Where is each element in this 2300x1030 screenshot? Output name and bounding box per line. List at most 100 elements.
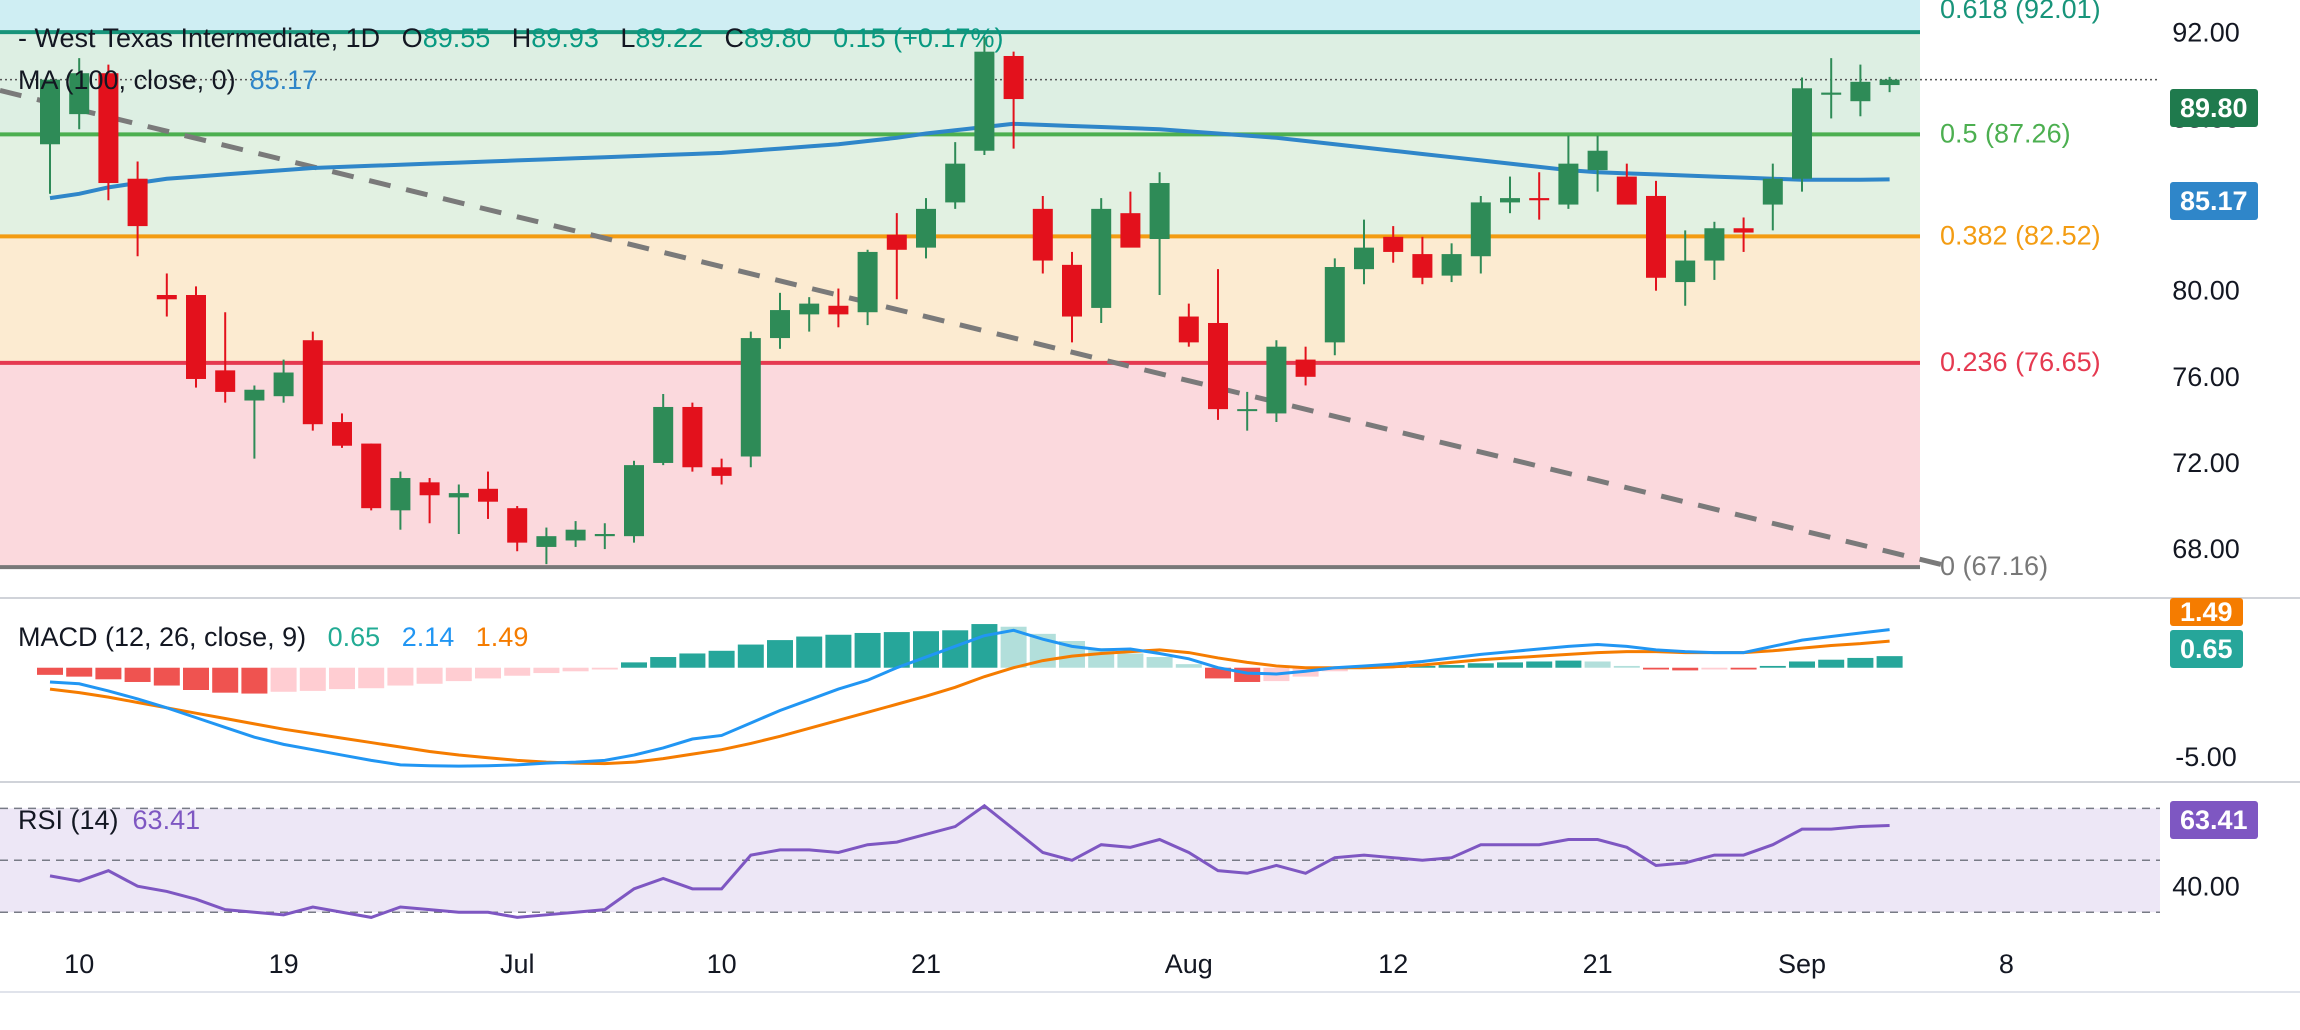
macd-histogram-bar [1818, 659, 1845, 668]
macd-histogram-bar [1613, 665, 1640, 668]
date-tick-label: 21 [1583, 949, 1613, 979]
macd-signal-legend-value: 1.49 [475, 622, 529, 652]
macd-histogram-bar [796, 636, 823, 668]
date-tick-label: 8 [1999, 949, 2014, 979]
ma-legend: MA (100, close, 0) 85.17 [18, 64, 317, 96]
candle-body [244, 389, 265, 401]
macd-hist-legend-value: 0.65 [327, 622, 381, 652]
ma-label[interactable]: MA (100, close, 0) [18, 65, 236, 95]
macd-tick-label: -5.00 [2175, 742, 2237, 772]
candle-body [98, 73, 119, 184]
candle-body [916, 208, 936, 248]
candle-body [1324, 267, 1345, 343]
candle [1003, 51, 1024, 149]
candle [69, 58, 90, 130]
candle-body [1003, 55, 1024, 100]
symbol-title[interactable]: - West Texas Intermediate, 1D [18, 23, 381, 53]
macd-hist-tag: 0.65 [2170, 630, 2243, 668]
macd-histogram-bar [1175, 664, 1202, 668]
candle-body [770, 310, 790, 339]
candle [1091, 198, 1112, 323]
candle [740, 331, 761, 468]
candle-body [1675, 260, 1696, 283]
macd-histogram-bar [212, 667, 239, 693]
candle-body [886, 234, 907, 250]
candle [244, 385, 265, 459]
date-tick-label: 12 [1378, 949, 1408, 979]
candle-body [1704, 228, 1725, 261]
rsi-tag: 63.41 [2170, 801, 2258, 839]
candle [302, 331, 323, 431]
price-pane-background [0, 0, 2160, 568]
candle-body [711, 467, 732, 476]
candle-body [682, 406, 703, 468]
high-label: H [511, 23, 532, 53]
candle [974, 36, 995, 156]
ohlc-legend: - West Texas Intermediate, 1D O89.55 H89… [18, 22, 1003, 54]
candle [1646, 180, 1666, 291]
ma100-line [49, 121, 1890, 201]
candle [1441, 243, 1462, 283]
macd-histogram-bar [1146, 657, 1173, 668]
candle-body [799, 303, 820, 315]
candle-body [1120, 213, 1141, 248]
macd-histogram-bar [270, 667, 297, 692]
macd-legend: MACD (12, 26, close, 9) 0.65 2.14 1.49 [18, 621, 528, 653]
candle-body [507, 508, 528, 543]
candle-body [1558, 163, 1579, 205]
candle [886, 213, 907, 300]
candle-body [945, 163, 966, 203]
macd-histogram-bar [1584, 661, 1611, 668]
candle-body [1062, 264, 1082, 317]
macd-histogram-bar [1117, 653, 1144, 668]
candle [1208, 269, 1228, 420]
fib-label-0.382: 0.382 (82.52) [1940, 220, 2101, 250]
candle [1821, 58, 1842, 119]
candle-body [1500, 198, 1520, 203]
macd-histogram-bar [913, 631, 939, 668]
candlesticks [40, 36, 1900, 565]
high-value: 89.93 [531, 23, 599, 53]
moving-average [49, 121, 1890, 201]
macd-signal-line [49, 639, 1890, 766]
macd-label[interactable]: MACD (12, 26, close, 9) [18, 622, 307, 652]
fib-zone [0, 236, 1920, 363]
macd-histogram-bar [387, 667, 414, 686]
candle [186, 286, 206, 388]
date-tick-label: 10 [64, 949, 94, 979]
candle-body [828, 305, 849, 315]
macd-histogram-bar [1730, 667, 1757, 670]
price-tick-label: 80.00 [2172, 276, 2240, 306]
candle-body [361, 443, 382, 509]
macd-histogram-bar [66, 667, 93, 677]
candle [1237, 391, 1258, 431]
macd-histogram-bar [95, 667, 122, 680]
candle [40, 79, 60, 194]
macd-histogram-bar [1643, 667, 1669, 670]
macd-histogram-bar [1409, 665, 1436, 668]
date-tick-label: Aug [1165, 949, 1213, 979]
fibonacci-levels: 0.618 (92.01) 0.5 (87.26) 0.382 (82.52) 0.2… [0, 0, 2101, 581]
candle [1704, 221, 1725, 280]
macd-histogram-bar [1438, 665, 1465, 668]
rsi-label[interactable]: RSI (14) [18, 805, 119, 835]
candle [1879, 76, 1900, 93]
change-value: 0.15 (+0.17%) [833, 23, 1004, 53]
date-tick-label: Jul [500, 949, 535, 979]
candle [1383, 226, 1404, 263]
open-value: 89.55 [422, 23, 491, 53]
date-tick-label: 21 [911, 949, 941, 979]
macd-histogram-bar [883, 632, 910, 668]
date-tick-label: Sep [1778, 949, 1826, 979]
macd-histogram-bar [124, 667, 151, 682]
candle-body [1879, 79, 1900, 86]
candle-body [40, 79, 60, 145]
macd-histogram-bar [1234, 667, 1261, 682]
candle [1266, 340, 1287, 423]
low-label: L [620, 23, 636, 53]
candle-body [419, 482, 440, 496]
candle-body [1762, 178, 1783, 205]
candle-body [1616, 176, 1637, 205]
candle-body [156, 295, 177, 300]
